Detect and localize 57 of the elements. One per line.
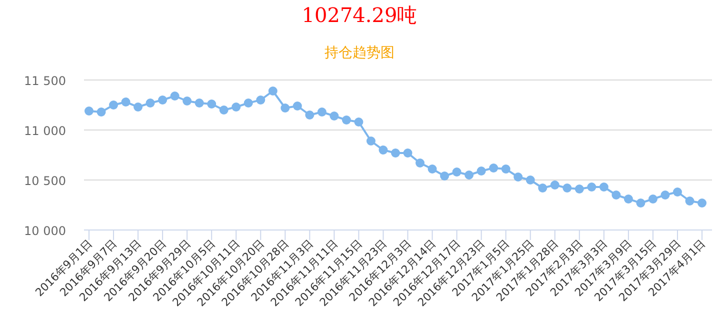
point [501,164,510,174]
point [698,198,706,208]
point [489,164,498,172]
point [428,164,437,174]
point [464,170,474,180]
point [280,104,290,112]
point [232,102,241,112]
point [134,102,143,112]
point [514,172,523,182]
point [96,108,106,116]
point [317,108,326,116]
y-tick-label: 10 000 [24,224,66,238]
point [660,190,670,200]
point [538,184,548,192]
point [612,190,621,200]
point [599,182,608,192]
point [636,198,646,208]
point [182,96,192,106]
point [342,116,351,124]
y-tick-label: 11 500 [24,74,66,88]
point [292,102,302,110]
point [562,184,572,192]
point [268,86,278,96]
point [416,158,425,168]
point [305,110,314,120]
point [170,92,180,100]
point [574,184,584,194]
y-tick-label: 10 500 [24,174,66,188]
point [526,176,535,184]
point [403,148,412,158]
point [624,194,633,204]
point [391,148,400,158]
chart-title: 10274.29吨 [302,3,418,27]
point [158,96,168,104]
point [256,96,266,104]
point [354,118,364,126]
point [587,182,596,192]
chart-subtitle: 持仓趋势图 [324,45,394,61]
point [146,98,155,108]
point [648,194,658,204]
point [109,100,118,110]
point [452,168,462,176]
point [219,106,228,114]
point [440,172,450,180]
y-tick-label: 11 000 [24,124,66,138]
point [121,98,130,106]
point [84,106,94,116]
point [378,146,388,154]
point [330,112,339,120]
point [194,98,204,108]
point [550,180,560,190]
point [672,188,682,196]
point [476,166,486,176]
point [366,136,376,146]
point [244,98,253,108]
point [207,100,216,108]
point [685,196,694,206]
